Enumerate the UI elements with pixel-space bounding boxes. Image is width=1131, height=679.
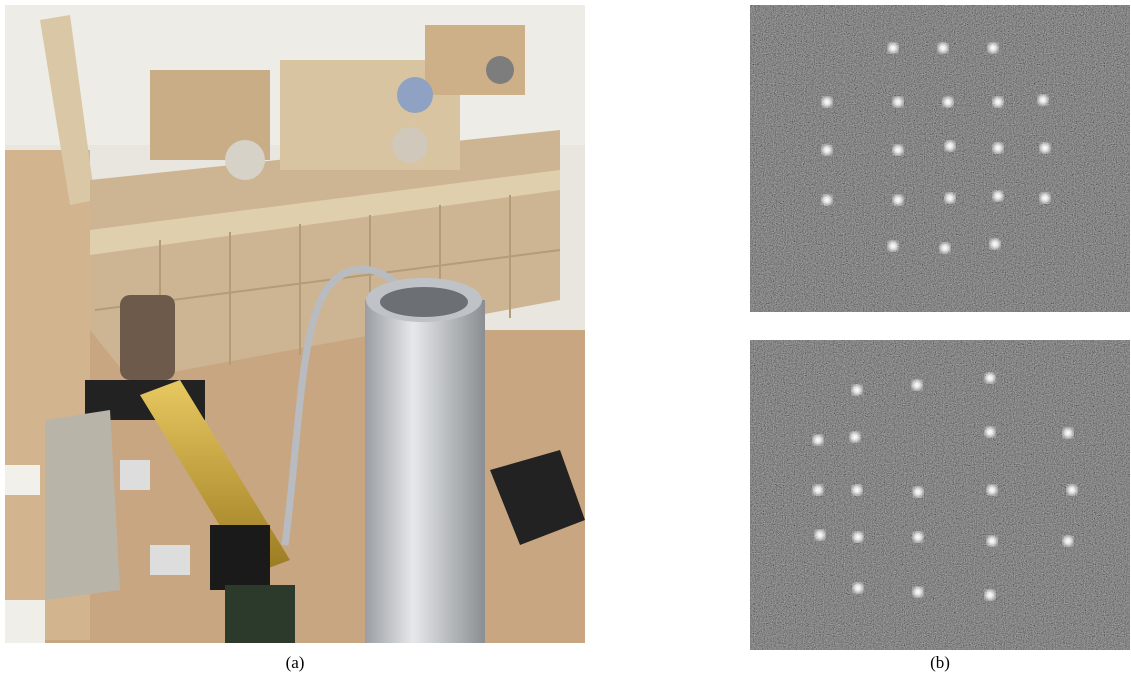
- caption: (b): [930, 653, 950, 672]
- spot: [990, 239, 1000, 249]
- spot: [987, 536, 997, 546]
- spot: [913, 532, 923, 542]
- spot: [988, 43, 998, 53]
- spot: [853, 532, 863, 542]
- spot: [985, 590, 995, 600]
- spot: [1040, 143, 1050, 153]
- spot: [913, 487, 923, 497]
- spot: [945, 193, 955, 203]
- spot: [822, 97, 832, 107]
- spot: [852, 385, 862, 395]
- spot: [985, 427, 995, 437]
- spot: [1063, 428, 1073, 438]
- spot: [943, 97, 953, 107]
- spot: [1067, 485, 1077, 495]
- spot: [813, 435, 823, 445]
- spot: [1038, 95, 1048, 105]
- spot: [993, 143, 1003, 153]
- spot: [815, 530, 825, 540]
- spot: [822, 195, 832, 205]
- spot: [853, 583, 863, 593]
- spot-image-bottom: [750, 340, 1130, 650]
- spot: [938, 43, 948, 53]
- figure: (a) (b): [0, 0, 1131, 679]
- spot: [850, 432, 860, 442]
- spot: [822, 145, 832, 155]
- spot: [888, 43, 898, 53]
- spot: [940, 243, 950, 253]
- caption: (a): [286, 653, 305, 672]
- spot: [893, 195, 903, 205]
- photo: [5, 5, 585, 643]
- spot: [993, 97, 1003, 107]
- spot: [913, 587, 923, 597]
- spot: [985, 373, 995, 383]
- spot: [813, 485, 823, 495]
- spot: [1040, 193, 1050, 203]
- spot: [987, 485, 997, 495]
- spot: [888, 241, 898, 251]
- spot: [912, 380, 922, 390]
- spot: [893, 145, 903, 155]
- spot: [852, 485, 862, 495]
- spot: [945, 141, 955, 151]
- spot: [1063, 536, 1073, 546]
- spot: [993, 191, 1003, 201]
- spot: [893, 97, 903, 107]
